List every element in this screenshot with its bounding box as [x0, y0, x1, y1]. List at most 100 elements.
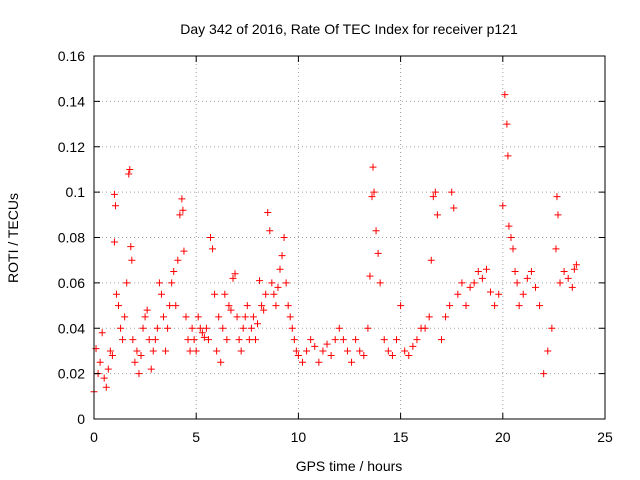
data-point: [570, 265, 578, 273]
data-point: [540, 370, 548, 378]
y-tick-label: 0.14: [58, 93, 85, 109]
x-tick-label: 5: [192, 429, 200, 445]
data-point: [315, 358, 323, 366]
data-point: [339, 336, 347, 344]
data-point: [264, 209, 272, 217]
data-point: [372, 227, 380, 235]
data-point: [504, 152, 512, 160]
data-point: [227, 306, 235, 314]
data-point: [511, 268, 519, 276]
data-point: [319, 347, 327, 355]
data-point: [352, 336, 360, 344]
data-point: [115, 302, 123, 310]
data-point: [121, 313, 129, 321]
data-point: [509, 245, 517, 253]
data-point: [272, 302, 280, 310]
data-point: [278, 252, 286, 260]
data-point: [245, 336, 253, 344]
data-point: [106, 347, 114, 355]
data-point: [280, 234, 288, 241]
data-point: [495, 290, 503, 298]
data-point: [499, 202, 507, 210]
data-point: [233, 313, 241, 321]
data-point: [364, 324, 372, 332]
data-point: [149, 347, 157, 355]
data-point: [374, 249, 382, 257]
data-point: [368, 193, 376, 201]
data-point: [135, 370, 143, 378]
data-point: [433, 211, 441, 219]
data-point: [369, 163, 377, 171]
data-point: [311, 342, 319, 350]
data-point: [290, 336, 298, 344]
data-point: [458, 279, 466, 287]
data-point: [202, 324, 210, 332]
data-point: [119, 336, 127, 344]
data-point: [110, 190, 118, 198]
data-point: [123, 279, 131, 287]
data-point: [192, 347, 200, 355]
data-point: [98, 329, 106, 337]
grid-lines: [94, 56, 605, 419]
data-point: [260, 306, 268, 314]
data-point: [249, 313, 257, 321]
data-point: [294, 351, 302, 359]
data-point: [162, 347, 170, 355]
data-point: [139, 324, 147, 332]
data-point: [427, 256, 435, 264]
data-point: [219, 324, 227, 332]
data-point: [431, 188, 439, 196]
data-point: [256, 277, 264, 285]
data-point: [462, 302, 470, 310]
data-point: [126, 165, 134, 173]
data-point: [405, 351, 413, 359]
data-point: [229, 274, 237, 282]
data-point: [413, 336, 421, 344]
data-point: [470, 279, 478, 287]
data-point: [454, 290, 462, 298]
data-point: [182, 313, 190, 321]
data-point: [397, 302, 405, 310]
data-point: [200, 333, 208, 341]
data-point: [437, 336, 445, 344]
data-point: [145, 336, 153, 344]
y-tick-label: 0.06: [58, 275, 85, 291]
y-tick-label: 0.12: [58, 139, 85, 155]
data-point: [237, 347, 245, 355]
data-point: [172, 302, 180, 310]
data-point: [204, 336, 212, 344]
data-point: [348, 358, 356, 366]
data-point: [157, 290, 165, 298]
data-point: [179, 206, 187, 214]
data-point: [270, 290, 278, 298]
axis-ticks: 0 5 10 15 20 25 0 0.02 0.04 0.06 0.08 0.1 0.12 0.14 0.…: [58, 48, 613, 445]
data-point: [393, 336, 401, 344]
data-point: [170, 268, 178, 276]
data-point: [262, 290, 270, 298]
data-point: [164, 324, 172, 332]
x-tick-label: 10: [291, 429, 307, 445]
data-point: [100, 374, 108, 382]
data-point: [532, 283, 540, 291]
data-point: [274, 283, 282, 291]
data-point: [266, 227, 274, 235]
data-point: [174, 256, 182, 264]
data-point: [446, 302, 454, 310]
data-point: [284, 302, 292, 310]
data-point: [166, 302, 174, 310]
data-point: [209, 245, 217, 253]
data-point: [501, 91, 509, 99]
data-point: [168, 279, 176, 287]
data-point: [147, 365, 155, 373]
data-point: [96, 358, 104, 366]
data-point: [141, 313, 149, 321]
data-point: [380, 336, 388, 344]
data-point: [180, 247, 188, 255]
data-point: [487, 288, 495, 296]
data-point: [251, 336, 259, 344]
x-tick-label: 15: [393, 429, 409, 445]
data-point: [110, 238, 118, 246]
data-point: [448, 188, 456, 196]
data-point: [474, 268, 482, 276]
data-point: [548, 324, 556, 332]
